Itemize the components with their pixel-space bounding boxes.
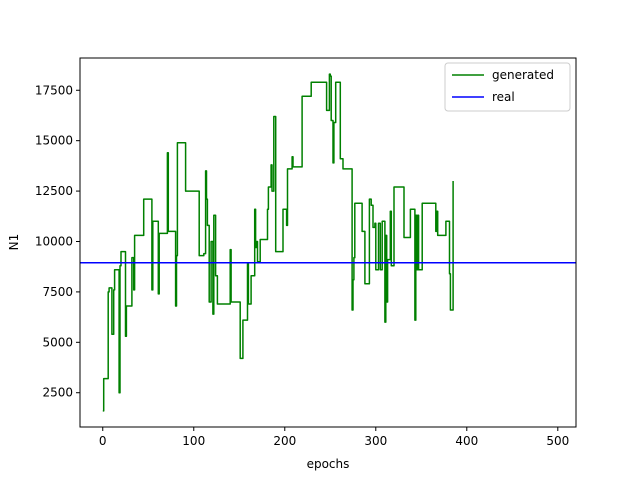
y-tick-label: 10000 [35, 234, 73, 248]
x-tick-label: 500 [546, 434, 569, 448]
y-axis-label: N1 [7, 234, 21, 251]
series-layer [80, 73, 576, 412]
x-tick-label: 100 [182, 434, 205, 448]
x-tick-label: 0 [99, 434, 107, 448]
y-tick-label: 17500 [35, 83, 73, 97]
y-tick-label: 12500 [35, 184, 73, 198]
x-tick-label: 300 [364, 434, 387, 448]
y-tick-label: 2500 [42, 386, 73, 400]
x-tick-label: 200 [273, 434, 296, 448]
legend-label-real: real [492, 90, 515, 104]
x-axis-label: epochs [307, 457, 350, 471]
x-tick-label: 400 [455, 434, 478, 448]
x-axis-ticks: 0 100 200 300 400 500 [99, 427, 569, 448]
legend: generated real [444, 62, 571, 112]
plot-area [80, 58, 576, 427]
y-tick-label: 5000 [42, 335, 73, 349]
legend-label-generated: generated [492, 68, 554, 82]
y-tick-label: 7500 [42, 285, 73, 299]
y-axis-ticks: 2500 5000 7500 10000 12500 15000 17500 [35, 83, 80, 400]
series-line-generated [102, 73, 454, 412]
plot-frame [79, 57, 577, 428]
y-tick-label: 15000 [35, 134, 73, 148]
